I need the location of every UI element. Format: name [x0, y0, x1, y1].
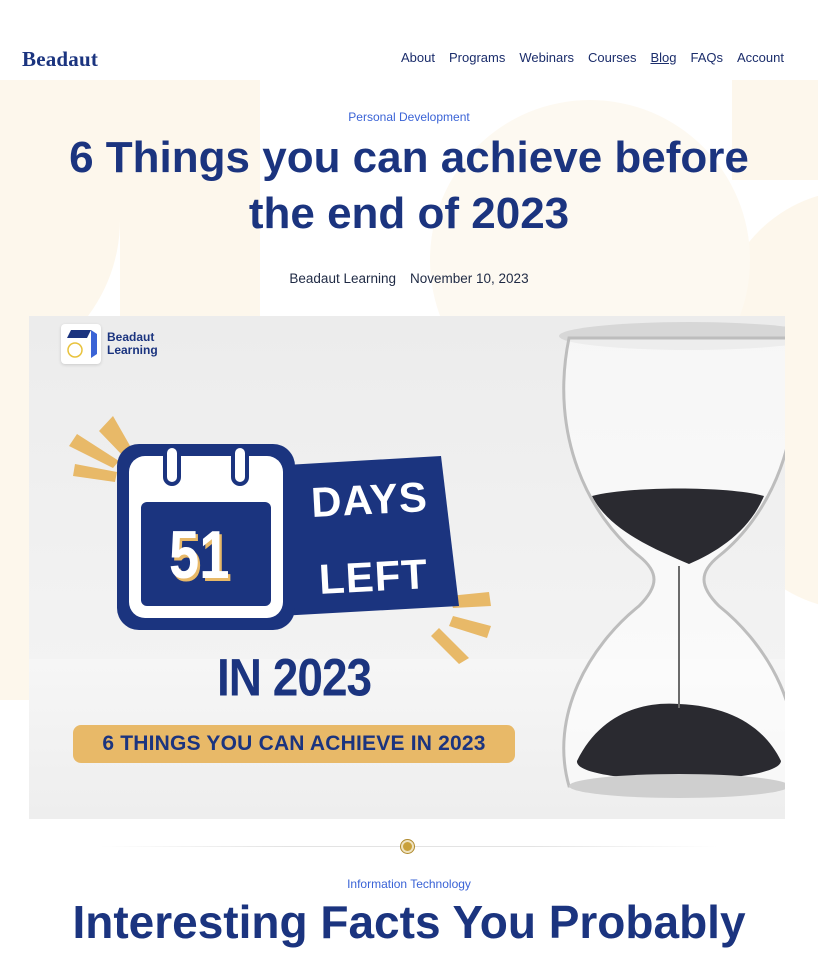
article-title[interactable]: 6 Things you can achieve before the end … [69, 133, 749, 238]
divider-dot-icon [401, 840, 414, 853]
image-brand-logo: Beadaut Learning [61, 324, 158, 364]
image-banner: 6 THINGS YOU CAN ACHIEVE IN 2023 [73, 725, 515, 763]
article-author[interactable]: Beadaut Learning [289, 271, 396, 286]
brand-line-2: Learning [107, 343, 158, 357]
calendar-graphic [69, 322, 785, 798]
article-meta: Beadaut Learning November 10, 2023 [0, 271, 818, 286]
nav-blog[interactable]: Blog [650, 50, 677, 65]
in-year-label: IN 2023 [217, 647, 372, 707]
main-nav: About Programs Webinars Courses Blog FAQ… [401, 50, 784, 65]
brand-line-1: Beadaut [107, 330, 155, 344]
article-category[interactable]: Personal Development [348, 110, 470, 124]
sunburst-rays-icon [69, 416, 491, 664]
decor-shape [732, 80, 818, 180]
article-title[interactable]: Interesting Facts You Probably [72, 896, 746, 948]
decor-shape [120, 80, 260, 320]
article-date: November 10, 2023 [410, 271, 529, 286]
nav-faqs[interactable]: FAQs [690, 50, 724, 65]
nav-account[interactable]: Account [737, 50, 784, 65]
featured-image[interactable]: Beadaut Learning [29, 316, 785, 819]
nav-courses[interactable]: Courses [588, 50, 637, 65]
site-header: Beadaut About Programs Webinars Courses … [0, 0, 818, 80]
nav-webinars[interactable]: Webinars [519, 50, 575, 65]
site-logo[interactable]: Beadaut [22, 47, 99, 71]
brand-text: Beadaut Learning [107, 331, 158, 357]
brand-mark-icon [61, 324, 101, 364]
article-category[interactable]: Information Technology [347, 877, 471, 891]
days-number: 51 [169, 517, 230, 593]
left-label: LEFT [317, 550, 430, 603]
days-label: DAYS [309, 472, 429, 527]
nav-programs[interactable]: Programs [449, 50, 506, 65]
hourglass-icon [559, 322, 785, 798]
nav-about[interactable]: About [401, 50, 435, 65]
